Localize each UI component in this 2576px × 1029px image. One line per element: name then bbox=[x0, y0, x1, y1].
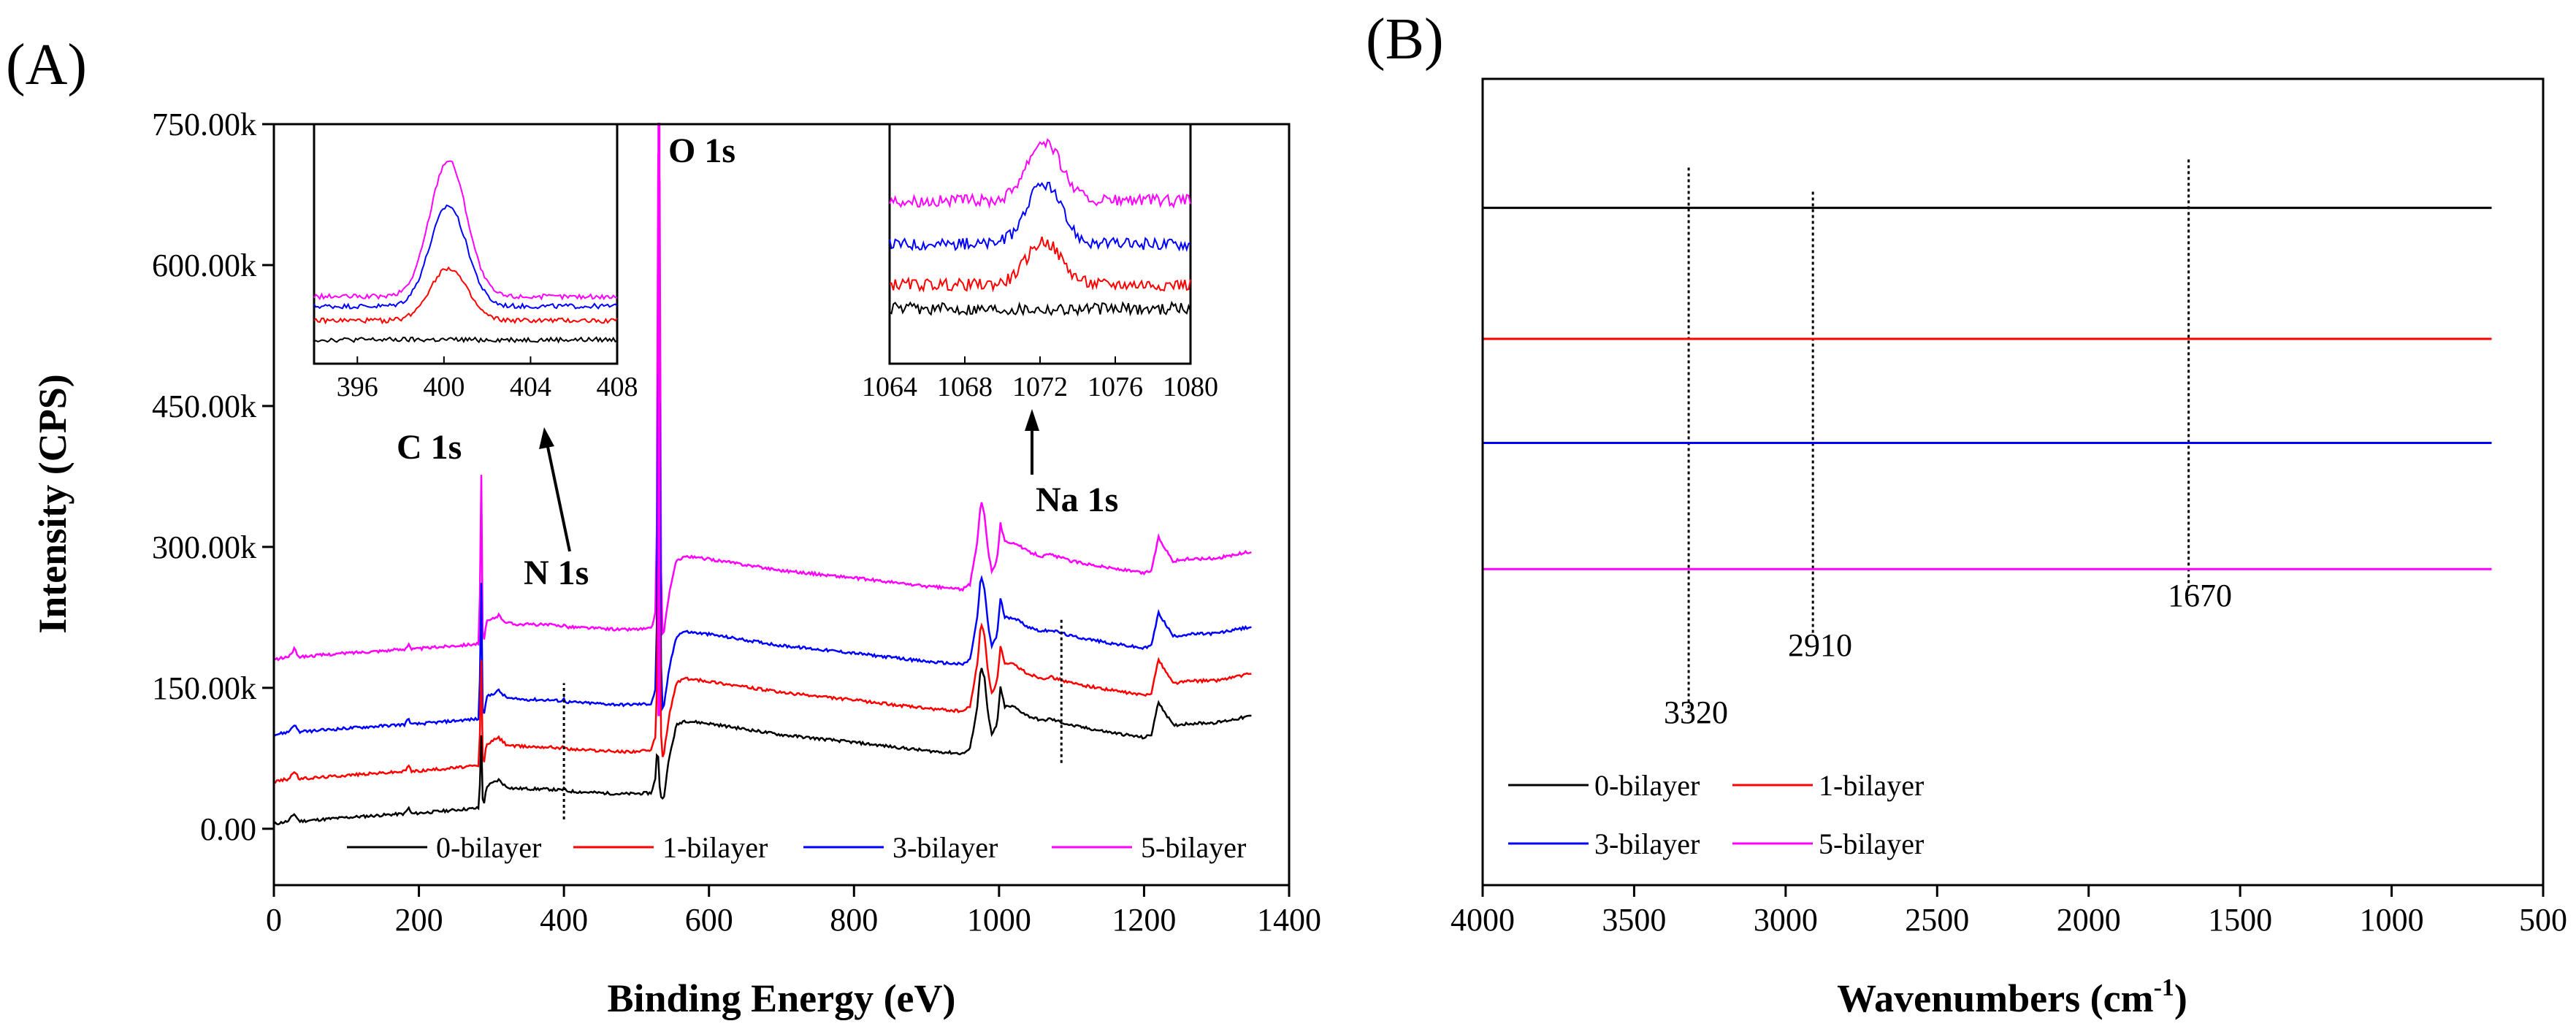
ref-label-3320: 3320 bbox=[1664, 695, 1728, 730]
b-xtick-label: 2500 bbox=[1905, 902, 1969, 938]
a-ytick-label: 600.00k bbox=[152, 248, 256, 283]
b-xtick-label: 500 bbox=[2519, 902, 2567, 938]
b-xtick-label: 2000 bbox=[2057, 902, 2121, 938]
panel-b-x-axis-title-close: ) bbox=[2174, 976, 2187, 1020]
inset-0: 396 400 404 408 bbox=[313, 123, 638, 402]
panel-a-label: (A) bbox=[6, 33, 87, 97]
panel-b-plot-frame bbox=[1481, 77, 2545, 887]
inset-1-series-1-bilayer bbox=[889, 236, 1191, 293]
b-xtick-label: 1000 bbox=[2360, 902, 2424, 938]
a-xtick-label: 400 bbox=[540, 902, 588, 938]
a-xtick-label: 1200 bbox=[1112, 902, 1176, 938]
panel-b-x-axis-title-main: Wavenumbers (cm bbox=[1837, 976, 2153, 1020]
panel-b-x-axis-title: Wavenumbers (cm-1) bbox=[1837, 974, 2187, 1020]
inset-1-series-5-bilayer bbox=[889, 138, 1191, 209]
legend-b-label-1: 1-bilayer bbox=[1819, 769, 1924, 802]
panel-a-y-ticks: 0.00 150.00k 300.00k 450.00k 600.00k 750.00k bbox=[152, 107, 274, 847]
inset-0-series-0-bilayer bbox=[313, 336, 618, 344]
legend-a-label-3: 5-bilayer bbox=[1141, 831, 1246, 864]
b-xtick-label: 1500 bbox=[2208, 902, 2272, 938]
a-ytick-label: 750.00k bbox=[152, 107, 256, 142]
inset-frame bbox=[313, 123, 619, 365]
b-xtick-label: 3500 bbox=[1602, 902, 1666, 938]
inset-0-series-5-bilayer bbox=[313, 160, 618, 301]
panel-a-legend: 0-bilayer 1-bilayer 3-bilayer 5-bilayer bbox=[347, 831, 1246, 864]
panel-b: (B) 4000 3500 3000 2500 2000 1500 1000 500 3320… bbox=[1366, 7, 2567, 1020]
a-xtick-label: 600 bbox=[685, 902, 733, 938]
peak-label-n1s: N 1s bbox=[524, 554, 589, 592]
panel-b-x-axis-title-sup: -1 bbox=[2154, 974, 2174, 1001]
series-a-3-bilayer bbox=[273, 374, 1252, 738]
a-xtick-label: 1400 bbox=[1257, 902, 1321, 938]
inset-xtick-label: 1076 bbox=[1088, 372, 1143, 402]
legend-a-label-2: 3-bilayer bbox=[893, 831, 998, 864]
n1s-arrow bbox=[539, 427, 571, 552]
a-ytick-label: 150.00k bbox=[152, 670, 256, 706]
inset-xtick-label: 1064 bbox=[862, 372, 917, 402]
inset-1: 1064 1068 1072 1076 1080 bbox=[862, 123, 1218, 402]
series-a-0-bilayer bbox=[273, 667, 1252, 826]
a-xtick-label: 1000 bbox=[967, 902, 1031, 938]
a-ytick-label: 0.00 bbox=[200, 811, 256, 847]
legend-b-label-3: 5-bilayer bbox=[1819, 827, 1924, 860]
legend-b-label-0: 0-bilayer bbox=[1594, 769, 1700, 802]
a-xtick-label: 200 bbox=[395, 902, 443, 938]
b-xtick-label: 3000 bbox=[1754, 902, 1818, 938]
legend-a-label-1: 1-bilayer bbox=[662, 831, 768, 864]
inset-xtick-label: 396 bbox=[337, 372, 378, 402]
panel-a-insets: 396 400 404 408 1064 1068 1072 1076 1080 bbox=[313, 123, 1218, 402]
panel-a-series bbox=[273, 123, 1252, 826]
inset-xtick-label: 408 bbox=[597, 372, 638, 402]
peak-label-o1s: O 1s bbox=[668, 131, 735, 170]
ref-label-1670: 1670 bbox=[2168, 578, 2232, 613]
panel-a-y-axis-title: Intensity (CPS) bbox=[31, 374, 74, 634]
series-a-1-bilayer bbox=[273, 566, 1252, 784]
peak-label-na1s: Na 1s bbox=[1036, 481, 1118, 519]
a-xtick-label: 800 bbox=[830, 902, 878, 938]
inset-xtick-label: 1072 bbox=[1012, 372, 1068, 402]
inset-1-series-3-bilayer bbox=[889, 181, 1191, 253]
panel-a-plot-frame bbox=[272, 123, 1291, 887]
panel-a-x-axis-title: Binding Energy (eV) bbox=[607, 976, 955, 1020]
panel-b-x-ticks: 4000 3500 3000 2500 2000 1500 1000 500 bbox=[1451, 885, 2567, 938]
panel-a-x-ticks: 0 200 400 600 800 1000 1200 1400 bbox=[266, 885, 1321, 938]
na1s-arrow bbox=[1025, 409, 1039, 475]
legend-a-label-0: 0-bilayer bbox=[436, 831, 541, 864]
a-ytick-label: 450.00k bbox=[152, 389, 256, 424]
b-xtick-label: 4000 bbox=[1451, 902, 1515, 938]
panel-a: (A) 396 400 404 408 1064 1068 1072 1076 1080 0 20… bbox=[6, 33, 1321, 1020]
inset-xtick-label: 404 bbox=[510, 372, 551, 402]
a-xtick-label: 0 bbox=[266, 902, 282, 938]
panel-b-series bbox=[1483, 207, 2492, 570]
inset-0-series-3-bilayer bbox=[313, 204, 618, 310]
panel-b-reference-lines bbox=[1687, 159, 2190, 716]
panel-a-markers bbox=[562, 617, 1063, 819]
inset-xtick-label: 1080 bbox=[1163, 372, 1218, 402]
inset-xtick-label: 400 bbox=[423, 372, 465, 402]
panel-b-label: (B) bbox=[1366, 7, 1444, 72]
peak-label-c1s: C 1s bbox=[397, 428, 462, 467]
inset-1-series-0-bilayer bbox=[889, 300, 1191, 317]
panel-b-legend: 0-bilayer 1-bilayer 3-bilayer 5-bilayer bbox=[1508, 769, 1924, 860]
inset-0-series-1-bilayer bbox=[313, 266, 618, 325]
inset-xtick-label: 1068 bbox=[937, 372, 993, 402]
ref-label-2910: 2910 bbox=[1788, 627, 1852, 663]
legend-b-label-2: 3-bilayer bbox=[1594, 827, 1700, 860]
a-ytick-label: 300.00k bbox=[152, 529, 256, 565]
series-a-5-bilayer bbox=[273, 153, 1252, 662]
